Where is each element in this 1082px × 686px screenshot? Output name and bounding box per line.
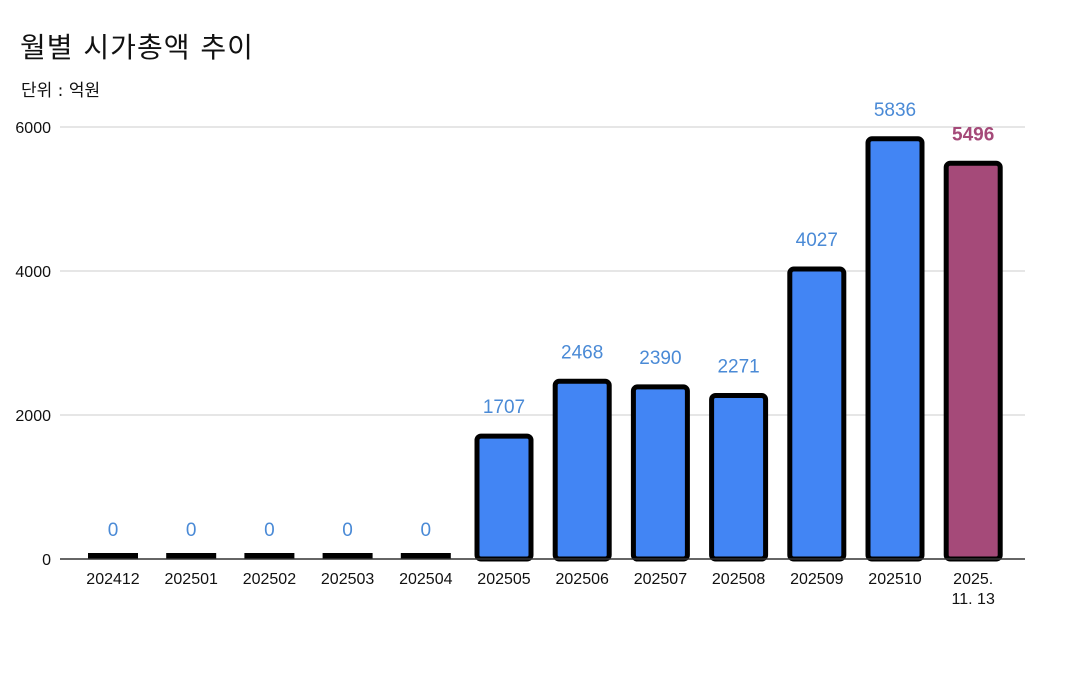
x-tick-label-line: 202506 xyxy=(556,571,609,588)
x-tick-label: 202508 xyxy=(712,571,765,588)
chart-subtitle: 단위 : 억원 xyxy=(21,81,101,101)
data-label: 2468 xyxy=(561,342,603,363)
data-label: 0 xyxy=(342,520,353,541)
bar xyxy=(709,392,769,562)
data-label: 5836 xyxy=(874,100,916,121)
data-label: 0 xyxy=(264,520,275,541)
chart-title: 월별 시가총액 추이 xyxy=(20,31,254,64)
bar xyxy=(552,378,612,562)
x-tick-label-line: 202509 xyxy=(790,571,843,588)
y-tick-label: 6000 xyxy=(15,120,51,137)
data-label: 1707 xyxy=(483,397,525,418)
bars xyxy=(88,136,1003,562)
x-tick-label: 202501 xyxy=(165,571,218,588)
data-label: 5496 xyxy=(952,124,994,145)
y-tick-label: 0 xyxy=(42,552,51,569)
bar xyxy=(166,553,217,559)
bar xyxy=(400,553,451,559)
bar xyxy=(322,553,373,559)
x-tick-label: 2025. 11. 13 xyxy=(952,571,995,608)
x-tick-label-line: 202508 xyxy=(712,571,765,588)
x-tick-label: 202503 xyxy=(321,571,374,588)
x-axis-ticks: 202412 202501 202502 202503 202504 202505 2025… xyxy=(86,571,995,608)
x-tick-label: 202509 xyxy=(790,571,843,588)
x-tick-label: 202506 xyxy=(556,571,609,588)
bar xyxy=(244,553,295,559)
x-tick-label-line: 2025. xyxy=(953,571,993,588)
x-tick-label-line: 202505 xyxy=(477,571,530,588)
bar xyxy=(474,433,534,562)
x-tick-label-line: 202504 xyxy=(399,571,452,588)
x-tick-label: 202510 xyxy=(868,571,921,588)
bar xyxy=(630,384,690,562)
y-axis-ticks: 0 2000 4000 6000 xyxy=(15,120,51,569)
x-tick-label-line: 202412 xyxy=(86,571,139,588)
x-tick-label-line: 202503 xyxy=(321,571,374,588)
x-tick-label-line: 202502 xyxy=(243,571,296,588)
data-label: 0 xyxy=(186,520,197,541)
bar xyxy=(88,553,138,559)
x-tick-label-line: 202507 xyxy=(634,571,687,588)
bar xyxy=(787,266,847,562)
y-tick-label: 4000 xyxy=(15,264,51,281)
data-labels: 0 0 0 0 0 1707 2468 2390 2271 4027 5836 5496 xyxy=(108,100,995,541)
y-tick-label: 2000 xyxy=(15,408,51,425)
x-tick-label: 202507 xyxy=(634,571,687,588)
gridlines xyxy=(60,126,1025,416)
x-tick-label-line: 202510 xyxy=(868,571,921,588)
data-label: 0 xyxy=(108,520,119,541)
x-tick-label-line: 11. 13 xyxy=(952,591,995,608)
x-tick-label-line: 202501 xyxy=(165,571,218,588)
x-tick-label: 202505 xyxy=(477,571,530,588)
x-tick-label: 202504 xyxy=(399,571,452,588)
x-tick-label: 202412 xyxy=(86,571,139,588)
bar xyxy=(943,160,1003,562)
bar xyxy=(865,136,925,562)
data-label: 4027 xyxy=(796,230,838,251)
data-label: 2271 xyxy=(717,356,759,377)
data-label: 0 xyxy=(421,520,432,541)
x-tick-label: 202502 xyxy=(243,571,296,588)
data-label: 2390 xyxy=(639,348,681,369)
